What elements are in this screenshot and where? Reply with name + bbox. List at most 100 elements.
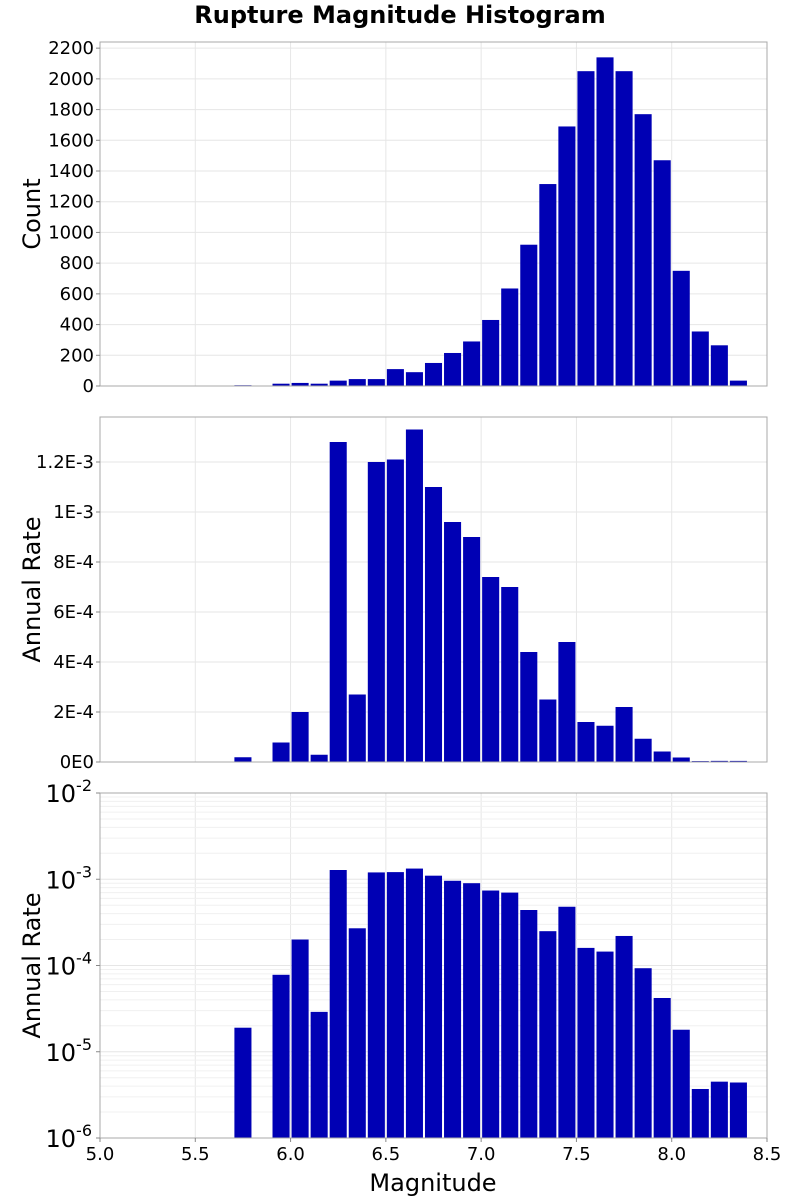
y-tick-label: 10-6 — [46, 1121, 93, 1153]
histogram-bar — [710, 345, 728, 386]
histogram-bar — [329, 442, 347, 762]
histogram-bar — [596, 951, 614, 1138]
histogram-bar — [424, 487, 443, 762]
histogram-bar — [615, 71, 633, 386]
histogram-bar — [577, 722, 595, 762]
y-tick-label: 1E-3 — [53, 502, 94, 523]
y-tick-label: 1400 — [48, 161, 94, 182]
histogram-bar — [729, 1082, 747, 1138]
y-tick-label: 8E-4 — [53, 552, 94, 573]
histogram-bar — [329, 870, 347, 1138]
histogram-bar — [367, 462, 385, 762]
histogram-bar — [615, 707, 633, 762]
y-tick-label: 200 — [60, 345, 94, 366]
histogram-bar — [405, 429, 423, 762]
histogram-bar — [367, 872, 385, 1138]
histogram-bar — [596, 57, 614, 386]
histogram-bar — [463, 341, 481, 386]
y-tick-label: 2000 — [48, 69, 94, 90]
histogram-bar — [558, 126, 576, 386]
histogram-bar — [482, 890, 500, 1138]
x-axis-label: Magnitude — [369, 1169, 496, 1197]
histogram-bar — [539, 931, 557, 1138]
histogram-bar — [501, 892, 519, 1138]
y-tick-label: 4E-4 — [53, 652, 94, 673]
histogram-bar — [386, 872, 404, 1138]
histogram-bar — [291, 712, 309, 762]
histogram-bar — [386, 459, 404, 762]
histogram-bar — [291, 382, 309, 386]
histogram-bar — [653, 751, 671, 762]
histogram-bar — [634, 968, 652, 1138]
histogram-bar — [729, 760, 747, 762]
x-tick-label: 6.5 — [372, 1144, 401, 1165]
histogram-bar — [558, 906, 576, 1138]
panel-3: 10-6 10-5 10-4 10-3 10-2 Annual Rate 5.0 5.5 6.0… — [18, 776, 781, 1165]
histogram-bar — [634, 114, 652, 386]
y-tick-label: 1.2E-3 — [36, 452, 94, 473]
y-tick-label: 400 — [60, 315, 94, 336]
histogram-bar — [501, 587, 519, 762]
histogram-bar — [348, 694, 366, 762]
histogram-bar — [463, 883, 481, 1138]
x-tick-label: 7.5 — [562, 1144, 591, 1165]
y-tick-label: 10-5 — [46, 1035, 93, 1067]
y-tick-label: 800 — [60, 253, 94, 274]
y-tick-label: 1600 — [48, 130, 94, 151]
y-tick-label: 2200 — [48, 38, 94, 59]
x-tick-label: 5.0 — [86, 1144, 115, 1165]
histogram-bar — [501, 288, 519, 386]
histogram-bar — [405, 868, 423, 1138]
histogram-bar — [310, 383, 328, 386]
histogram-bar — [691, 1088, 709, 1138]
histogram-bar — [444, 352, 462, 386]
histogram-bar — [386, 369, 404, 386]
histogram-bar — [272, 383, 290, 386]
y-tick-label: 10-3 — [46, 862, 93, 894]
histogram-bar — [520, 652, 538, 762]
histogram-bar — [596, 725, 614, 762]
histogram-bar — [577, 71, 595, 386]
x-tick-label: 5.5 — [181, 1144, 210, 1165]
histogram-bar — [691, 331, 709, 386]
histogram-bar — [539, 699, 557, 762]
panel-2: 0E0 2E-4 4E-4 6E-4 8E-4 1E-3 1.2E-3 Annual Rate — [18, 416, 768, 773]
x-tick-label: 7.0 — [467, 1144, 496, 1165]
histogram-bar — [234, 1027, 252, 1138]
histogram-bar — [520, 910, 538, 1138]
histogram-bar — [710, 1081, 728, 1138]
histogram-bar — [672, 757, 690, 762]
y-tick-label: 0E0 — [60, 752, 94, 773]
histogram-bar — [348, 379, 366, 386]
histogram-bar — [653, 160, 671, 386]
y-tick-label: 0 — [83, 376, 94, 397]
y-axis-label: Annual Rate — [18, 892, 46, 1038]
histogram-bar — [310, 1011, 328, 1138]
histogram-bar — [405, 372, 423, 386]
x-tick-label: 8.5 — [753, 1144, 782, 1165]
histogram-bar — [672, 270, 690, 386]
y-tick-label: 1800 — [48, 100, 94, 121]
histogram-bar — [539, 184, 557, 386]
histogram-bar — [291, 939, 309, 1138]
histogram-bar — [444, 522, 462, 762]
plot-frame — [99, 416, 768, 763]
histogram-bar — [482, 319, 500, 386]
y-tick-label: 6E-4 — [53, 602, 94, 623]
y-tick-label: 2E-4 — [53, 702, 94, 723]
chart-title: Rupture Magnitude Histogram — [194, 1, 606, 29]
x-tick-label: 8.0 — [657, 1144, 686, 1165]
histogram-bar — [272, 742, 290, 762]
histogram-bar — [577, 947, 595, 1138]
panel-1: 0 200 400 600 800 1000 1200 1400 1600 1800 2000 220… — [18, 38, 768, 397]
histogram-bar — [424, 875, 443, 1138]
y-axis-label: Annual Rate — [18, 516, 46, 662]
histogram-bar — [444, 880, 462, 1138]
histogram-bar — [615, 935, 633, 1138]
y-axis-label: Count — [18, 178, 46, 249]
x-tick-label: 6.0 — [276, 1144, 305, 1165]
plot-panels: 0 200 400 600 800 1000 1200 1400 1600 1800 2000 220… — [18, 38, 781, 1165]
histogram-bar — [653, 997, 671, 1138]
y-tick-label: 10-4 — [46, 949, 93, 981]
